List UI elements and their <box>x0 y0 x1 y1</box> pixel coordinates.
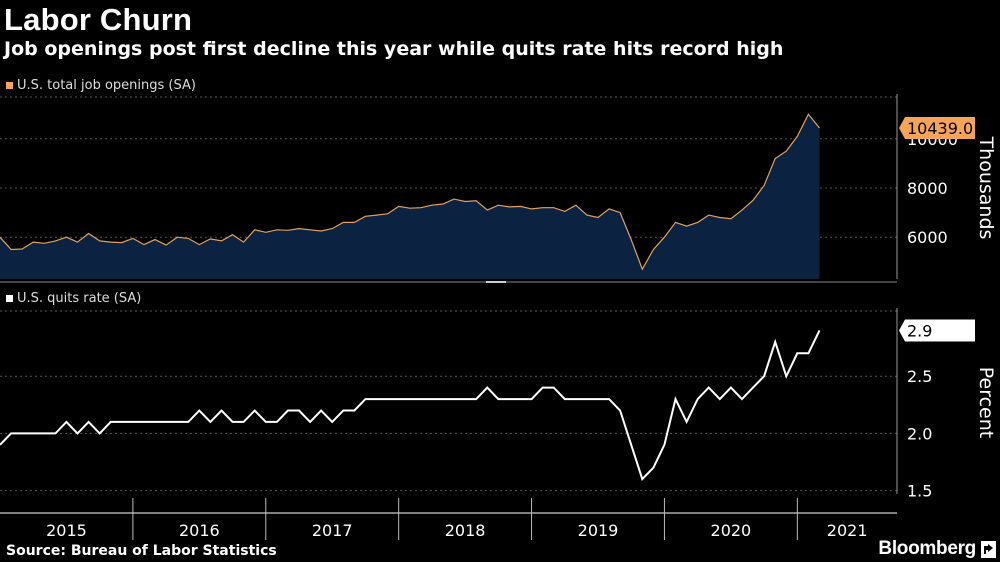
legend-job-openings: U.S. total job openings (SA) <box>6 78 196 93</box>
y-tick-label: 8000 <box>907 179 948 198</box>
y-tick-label: 6000 <box>907 228 948 247</box>
legend-quits-rate: U.S. quits rate (SA) <box>6 291 141 306</box>
y-tick-label: 2.5 <box>907 367 932 386</box>
chart-title: Labor Churn <box>4 2 193 37</box>
y-tick-label: 1.5 <box>907 482 932 501</box>
x-tick-label: 2021 <box>827 521 868 540</box>
legend-label-quits: U.S. quits rate (SA) <box>17 291 142 306</box>
last-value-badge <box>899 117 975 140</box>
legend-swatch-openings <box>6 82 13 89</box>
last-value-label: 2.9 <box>907 321 932 340</box>
x-tick-label: 2020 <box>711 521 752 540</box>
x-tick-label: 2015 <box>46 521 87 540</box>
brand-logo: Bloomberg <box>878 538 976 559</box>
x-tick-label: 2019 <box>578 521 619 540</box>
y-tick-label: 2.0 <box>907 424 932 443</box>
x-tick-label: 2018 <box>445 521 486 540</box>
openings-area-fill <box>0 114 820 279</box>
openings-series-line <box>0 113 820 271</box>
y-axis-title: Percent <box>975 367 997 439</box>
quits-series-line <box>0 329 821 481</box>
legend-swatch-quits <box>6 295 13 302</box>
y-axis-title: Thousands <box>975 136 997 240</box>
last-value-badge <box>899 319 975 342</box>
legend-label-openings: U.S. total job openings (SA) <box>17 78 196 93</box>
x-tick-label: 2017 <box>312 521 353 540</box>
last-value-label: 10439.0 <box>907 119 973 138</box>
x-tick-label: 2016 <box>179 521 220 540</box>
bloomberg-terminal-icon <box>981 541 996 558</box>
chart-subtitle: Job openings post first decline this yea… <box>4 38 784 60</box>
source-note: Source: Bureau of Labor Statistics <box>6 543 277 559</box>
